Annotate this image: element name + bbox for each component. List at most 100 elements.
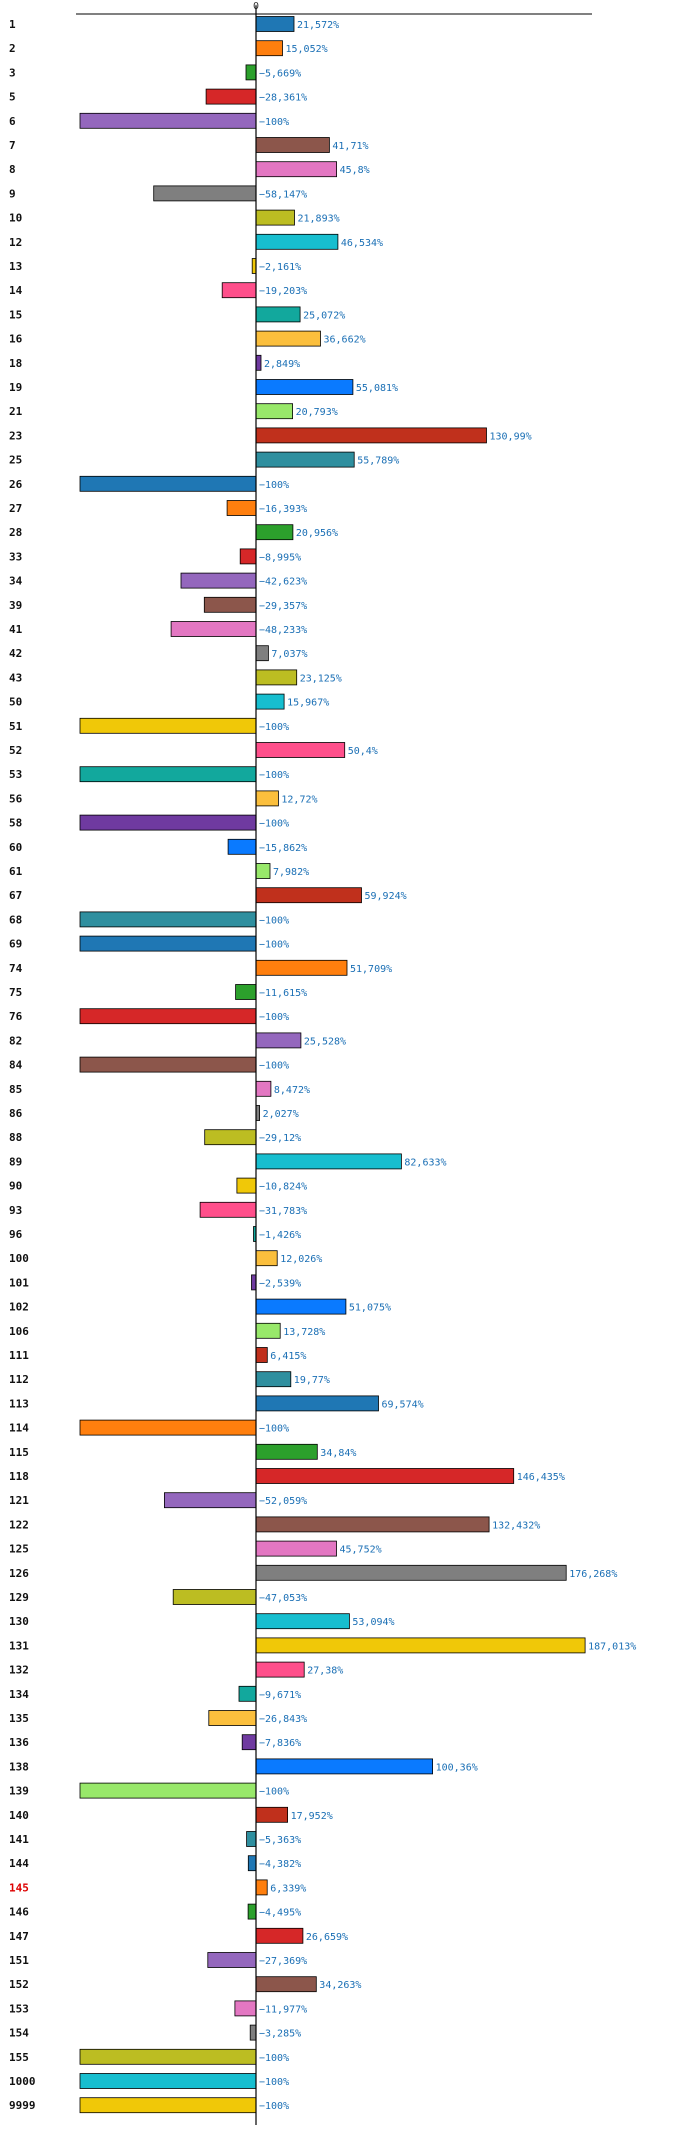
category-label: 145 <box>9 1881 29 1894</box>
value-label: −100% <box>259 915 289 926</box>
category-label: 8 <box>9 163 16 176</box>
value-label: 2,849% <box>264 359 300 370</box>
value-label: −100% <box>259 480 289 491</box>
bar <box>255 233 339 250</box>
category-label: 12 <box>9 236 22 249</box>
value-label: −47,053% <box>259 1593 307 1604</box>
value-label: 13,728% <box>283 1327 325 1338</box>
value-label: −100% <box>259 2101 289 2112</box>
category-label: 134 <box>9 1688 29 1701</box>
category-label: 93 <box>9 1204 22 1217</box>
value-label: 51,709% <box>350 964 392 975</box>
category-label: 136 <box>9 1736 29 1749</box>
category-label: 146 <box>9 1906 29 1919</box>
value-label: −100% <box>259 117 289 128</box>
category-label: 69 <box>9 938 22 951</box>
bar <box>255 16 295 32</box>
value-label: 8,472% <box>274 1085 310 1096</box>
category-label: 155 <box>9 2051 29 2064</box>
value-label: −52,059% <box>259 1496 307 1507</box>
value-label: 25,072% <box>303 310 345 321</box>
category-label: 52 <box>9 744 22 757</box>
bar <box>221 282 257 299</box>
bar <box>255 1468 515 1484</box>
value-label: 15,967% <box>287 698 329 709</box>
category-label: 121 <box>9 1494 29 1507</box>
category-label: 141 <box>9 1833 29 1846</box>
value-label: −42,623% <box>259 577 307 588</box>
value-label: 50,4% <box>348 746 378 757</box>
value-label: −9,671% <box>259 1690 301 1701</box>
value-label: −3,285% <box>259 2029 301 2040</box>
value-label: −7,836% <box>259 1738 301 1749</box>
value-label: 12,026% <box>280 1254 322 1265</box>
bar <box>255 451 355 468</box>
category-label: 140 <box>9 1809 29 1822</box>
value-label: 45,8% <box>340 165 370 176</box>
category-label: 115 <box>9 1446 29 1459</box>
value-label: −100% <box>259 2053 289 2064</box>
value-label: 69,574% <box>382 1399 424 1410</box>
category-label: 151 <box>9 1954 29 1967</box>
category-label: 88 <box>9 1131 22 1144</box>
bar <box>255 40 283 57</box>
value-label: 17,952% <box>291 1811 333 1822</box>
category-label: 50 <box>9 696 22 709</box>
category-label: 1000 <box>9 2075 36 2088</box>
category-label: 53 <box>9 768 22 781</box>
category-label: 111 <box>9 1349 29 1362</box>
category-label: 122 <box>9 1518 29 1531</box>
value-label: −100% <box>259 1061 289 1072</box>
value-label: 55,081% <box>356 383 398 394</box>
category-label: 114 <box>9 1422 29 1435</box>
value-label: 176,268% <box>569 1569 617 1580</box>
category-label: 9999 <box>9 2099 36 2112</box>
category-label: 16 <box>9 333 23 346</box>
bar <box>79 814 257 831</box>
bar <box>255 379 354 395</box>
value-label: −11,977% <box>259 2004 307 2015</box>
value-label: 187,013% <box>588 1641 636 1652</box>
category-label: 18 <box>9 357 22 370</box>
category-label: 102 <box>9 1301 29 1314</box>
category-label: 138 <box>9 1760 29 1773</box>
value-label: −29,12% <box>259 1133 301 1144</box>
category-label: 39 <box>9 599 22 612</box>
value-label: 2,027% <box>263 1109 299 1120</box>
bar <box>79 112 257 129</box>
bar <box>255 1443 318 1460</box>
value-label: −100% <box>259 2077 289 2088</box>
value-label: 12,72% <box>281 794 317 805</box>
category-label: 5 <box>9 91 16 104</box>
category-label: 135 <box>9 1712 29 1725</box>
bar <box>255 306 301 323</box>
bar <box>199 1201 257 1218</box>
value-label: −5,669% <box>259 68 301 79</box>
value-label: 132,432% <box>492 1520 540 1531</box>
value-label: −10,824% <box>259 1182 307 1193</box>
bar <box>255 1927 304 1944</box>
category-label: 129 <box>9 1591 29 1604</box>
category-label: 6 <box>9 115 16 128</box>
value-label: 100,36% <box>436 1762 478 1773</box>
category-label: 9 <box>9 187 16 200</box>
bar <box>255 137 330 153</box>
category-label: 126 <box>9 1567 29 1580</box>
category-label: 106 <box>9 1325 29 1338</box>
bar <box>79 2048 257 2065</box>
category-label: 7 <box>9 139 16 152</box>
category-label: 25 <box>9 454 22 467</box>
category-label: 19 <box>9 381 22 394</box>
category-label: 13 <box>9 260 22 273</box>
bar <box>255 1540 337 1557</box>
value-label: −2,539% <box>259 1278 301 1289</box>
bar <box>255 209 295 226</box>
value-label: −28,361% <box>259 93 307 104</box>
bar <box>163 1492 257 1509</box>
category-label: 42 <box>9 647 22 660</box>
bar <box>255 1613 350 1630</box>
bar <box>255 354 262 371</box>
category-label: 60 <box>9 841 22 854</box>
value-label: −29,357% <box>259 601 307 612</box>
